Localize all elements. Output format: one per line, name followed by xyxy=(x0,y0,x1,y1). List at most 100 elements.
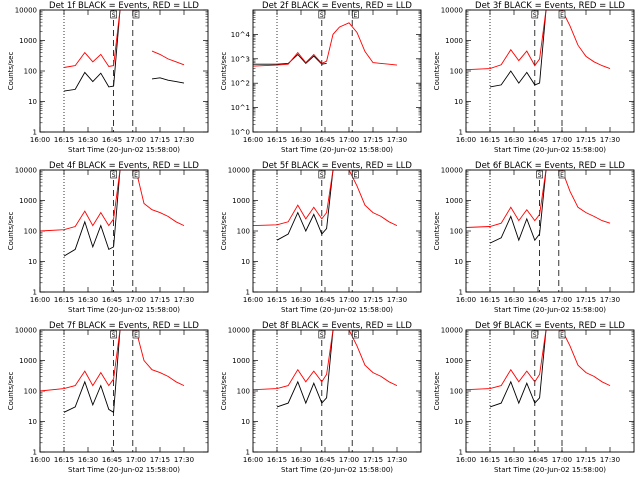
x-axis-label: Start Time (20-Jun-02 15:58:00) xyxy=(281,306,393,314)
series-lld xyxy=(40,170,185,232)
y-tick-label: 10 xyxy=(241,418,250,426)
x-axis-label: Start Time (20-Jun-02 15:58:00) xyxy=(494,466,606,474)
x-tick-label: 17:00 xyxy=(339,296,359,304)
series-events xyxy=(489,330,553,408)
y-tick-label: 1000 xyxy=(19,197,37,205)
plot-frame xyxy=(465,9,635,133)
y-tick-label: 1000 xyxy=(445,197,463,205)
marker-label: E xyxy=(560,332,564,339)
panel-title: Det 8f BLACK = Events, RED = LLD xyxy=(262,321,412,331)
y-tick-label: 1 xyxy=(459,449,463,457)
panel-det-6f: Det 6f BLACK = Events, RED = LLD Counts/s… xyxy=(433,161,635,314)
y-tick-label: 10^4 xyxy=(231,31,251,39)
x-tick-label: 17:00 xyxy=(339,456,359,464)
y-tick-label: 1 xyxy=(33,129,37,137)
y-tick-label: 10 xyxy=(454,258,463,266)
series-lld xyxy=(253,170,398,227)
y-tick-label: 1 xyxy=(33,449,37,457)
panel-det-5f: Det 5f BLACK = Events, RED = LLD Counts/s… xyxy=(220,161,422,314)
y-axis-label: Counts/sec xyxy=(7,372,15,411)
plot-frame xyxy=(252,329,422,453)
marker-box xyxy=(318,10,326,19)
x-tick-label: 16:45 xyxy=(102,296,122,304)
x-tick-label: 17:15 xyxy=(363,136,383,144)
series-lld xyxy=(466,10,611,71)
marker-box xyxy=(110,330,117,339)
y-tick-label: 10 xyxy=(454,418,463,426)
marker-label: S xyxy=(320,332,324,339)
marker-box xyxy=(352,330,359,339)
x-tick-label: 17:30 xyxy=(174,136,194,144)
y-tick-label: 100 xyxy=(237,228,250,236)
panel-det-3f: Det 3f BLACK = Events, RED = LLD Counts/s… xyxy=(433,1,635,154)
x-tick-label: 16:30 xyxy=(504,136,524,144)
y-tick-label: 10 xyxy=(241,258,250,266)
marker-label: S xyxy=(320,12,324,19)
series-lld xyxy=(466,170,611,228)
plot-frame xyxy=(465,329,635,453)
x-axis-label: Start Time (20-Jun-02 15:58:00) xyxy=(494,146,606,154)
panel-title: Det 7f BLACK = Events, RED = LLD xyxy=(49,321,199,331)
panel-det-1f: Det 1f BLACK = Events, RED = LLD Counts/s… xyxy=(7,1,209,154)
x-tick-label: 17:15 xyxy=(150,456,170,464)
x-tick-label: 16:45 xyxy=(528,136,548,144)
marker-label: E xyxy=(560,12,564,19)
x-tick-label: 17:00 xyxy=(126,456,146,464)
x-tick-label: 16:00 xyxy=(30,136,50,144)
series-lld xyxy=(253,330,398,391)
series-lld xyxy=(466,330,611,391)
x-tick-label: 16:15 xyxy=(480,296,500,304)
series-lld xyxy=(40,330,185,392)
x-axis-label: Start Time (20-Jun-02 15:58:00) xyxy=(68,466,180,474)
y-tick-label: 10 xyxy=(454,98,463,106)
marker-box xyxy=(531,330,539,339)
x-tick-label: 16:45 xyxy=(528,456,548,464)
y-tick-label: 100 xyxy=(450,68,463,76)
y-tick-label: 1 xyxy=(246,449,250,457)
series-events xyxy=(253,53,327,65)
y-tick-label: 1000 xyxy=(445,357,463,365)
marker-label: E xyxy=(134,332,138,339)
y-tick-label: 10000 xyxy=(441,327,463,335)
series-events xyxy=(63,170,127,257)
x-axis-label: Start Time (20-Jun-02 15:58:00) xyxy=(68,306,180,314)
x-tick-label: 16:45 xyxy=(315,296,335,304)
y-tick-label: 10^1 xyxy=(231,104,250,112)
series-events xyxy=(276,170,340,241)
marker-label: S xyxy=(112,12,116,19)
marker-label: E xyxy=(134,12,138,19)
x-tick-label: 17:00 xyxy=(552,296,572,304)
plot-frame xyxy=(39,9,209,133)
y-tick-label: 10000 xyxy=(228,167,250,175)
marker-box xyxy=(531,10,539,19)
x-tick-label: 17:30 xyxy=(387,136,407,144)
x-tick-label: 17:00 xyxy=(552,456,572,464)
marker-label: E xyxy=(134,172,138,179)
plot-frame xyxy=(39,169,209,293)
y-tick-label: 1000 xyxy=(19,37,37,45)
y-axis-label: Counts/sec xyxy=(433,212,441,251)
y-axis-label: Counts/sec xyxy=(220,212,228,251)
x-tick-label: 16:45 xyxy=(102,456,122,464)
y-tick-label: 10000 xyxy=(441,167,463,175)
y-tick-label: 1000 xyxy=(19,357,37,365)
marker-box xyxy=(110,10,117,19)
plot-frame xyxy=(465,169,635,293)
x-tick-label: 17:30 xyxy=(600,296,620,304)
x-tick-label: 16:00 xyxy=(30,296,50,304)
x-tick-label: 17:00 xyxy=(552,136,572,144)
x-tick-label: 16:00 xyxy=(456,136,476,144)
panel-det-8f: Det 8f BLACK = Events, RED = LLD Counts/s… xyxy=(220,321,422,474)
y-axis-label: Counts/sec xyxy=(7,52,15,91)
panel-title: Det 6f BLACK = Events, RED = LLD xyxy=(475,161,625,171)
plot-frame xyxy=(252,169,422,293)
panel-det-4f: Det 4f BLACK = Events, RED = LLD Counts/s… xyxy=(7,161,209,314)
marker-box xyxy=(558,330,566,339)
x-tick-label: 16:15 xyxy=(480,136,500,144)
x-tick-label: 17:30 xyxy=(387,456,407,464)
marker-label: S xyxy=(538,172,542,179)
x-tick-label: 17:15 xyxy=(576,136,596,144)
marker-box xyxy=(352,170,359,179)
x-tick-label: 17:00 xyxy=(126,136,146,144)
x-tick-label: 17:15 xyxy=(150,136,170,144)
